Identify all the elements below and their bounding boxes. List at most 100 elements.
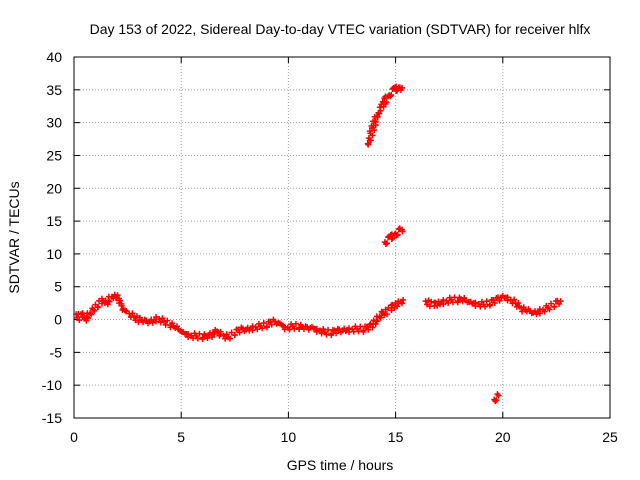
data-point xyxy=(366,137,373,144)
data-point xyxy=(399,84,406,91)
data-point xyxy=(143,317,150,324)
y-tick-label: -10 xyxy=(42,377,62,393)
data-point xyxy=(84,315,91,322)
axis-ticks xyxy=(73,56,611,419)
data-point xyxy=(399,226,406,233)
y-tick-label: 5 xyxy=(54,279,62,295)
x-axis-label: GPS time / hours xyxy=(287,457,394,473)
data-point xyxy=(492,398,499,405)
data-point xyxy=(383,99,390,106)
data-point xyxy=(467,298,474,305)
data-point xyxy=(236,329,243,336)
data-point xyxy=(260,319,267,326)
data-point xyxy=(428,298,435,305)
data-point xyxy=(254,326,261,333)
data-point xyxy=(185,331,192,338)
data-point xyxy=(491,300,498,307)
data-point xyxy=(328,332,335,339)
data-point xyxy=(239,325,246,332)
data-point xyxy=(308,323,315,330)
chart-title: Day 153 of 2022, Sidereal Day-to-day VTE… xyxy=(90,21,591,37)
data-point xyxy=(235,326,242,333)
data-point xyxy=(153,314,160,321)
series-middle-segment xyxy=(381,225,406,247)
data-point xyxy=(376,110,383,117)
data-point xyxy=(276,320,283,327)
data-point xyxy=(263,324,270,331)
data-point xyxy=(228,329,235,336)
data-point xyxy=(472,299,479,306)
data-point xyxy=(331,327,338,334)
grid-lines xyxy=(74,57,610,418)
data-point xyxy=(123,308,129,315)
data-point xyxy=(292,320,299,327)
data-point xyxy=(313,325,320,332)
data-point xyxy=(118,302,125,309)
series-main-trace xyxy=(73,291,407,343)
data-point xyxy=(259,325,266,332)
data-point xyxy=(440,296,447,303)
data-point xyxy=(249,323,256,330)
data-point xyxy=(208,334,215,341)
data-point xyxy=(161,318,168,325)
data-point xyxy=(156,316,163,323)
data-point xyxy=(546,306,553,313)
data-point xyxy=(557,298,564,305)
x-tick-label: 5 xyxy=(177,429,185,445)
y-tick-label: 20 xyxy=(46,180,62,196)
y-tick-label: 0 xyxy=(54,312,62,328)
data-point xyxy=(388,91,395,98)
data-point xyxy=(90,306,97,313)
data-point xyxy=(504,294,511,301)
data-point xyxy=(384,311,391,318)
data-point xyxy=(394,231,401,238)
data-point xyxy=(541,308,548,315)
y-tick-label: -5 xyxy=(50,344,63,360)
data-point xyxy=(217,331,224,338)
data-point xyxy=(366,128,373,135)
data-point xyxy=(106,298,113,305)
data-point xyxy=(159,315,166,322)
data-point xyxy=(454,299,461,306)
data-point xyxy=(268,321,275,328)
data-point xyxy=(374,318,381,325)
x-tick-label: 0 xyxy=(70,429,78,445)
data-point xyxy=(400,296,407,303)
data-point xyxy=(169,320,176,327)
data-point xyxy=(377,314,384,321)
data-point xyxy=(372,119,379,126)
data-point xyxy=(458,296,464,303)
x-tick-label: 20 xyxy=(495,429,511,445)
y-tick-label: 25 xyxy=(46,147,62,163)
data-point xyxy=(226,335,233,342)
data-point xyxy=(399,300,406,307)
data-point xyxy=(377,107,384,114)
data-point xyxy=(133,313,140,320)
data-point xyxy=(88,311,95,318)
data-point xyxy=(384,240,391,247)
y-tick-label: 30 xyxy=(46,115,62,131)
data-point xyxy=(157,319,164,326)
series-upper-arc xyxy=(364,83,406,148)
data-point xyxy=(199,336,206,343)
data-point xyxy=(493,397,500,404)
data-point xyxy=(483,298,490,305)
data-point xyxy=(164,317,171,324)
data-point xyxy=(495,392,502,399)
data-point xyxy=(91,307,98,314)
data-point xyxy=(336,326,343,333)
data-point xyxy=(486,302,493,309)
data-point xyxy=(381,312,388,319)
data-point xyxy=(173,323,180,330)
data-point xyxy=(76,317,83,324)
data-point xyxy=(548,300,555,307)
series-outlier xyxy=(491,391,502,405)
data-point xyxy=(272,318,279,325)
x-tick-label: 10 xyxy=(281,429,297,445)
data-point xyxy=(482,303,489,310)
data-point xyxy=(490,296,497,303)
data-point xyxy=(231,332,238,339)
y-tick-label: 15 xyxy=(46,213,62,229)
data-point xyxy=(365,141,372,148)
